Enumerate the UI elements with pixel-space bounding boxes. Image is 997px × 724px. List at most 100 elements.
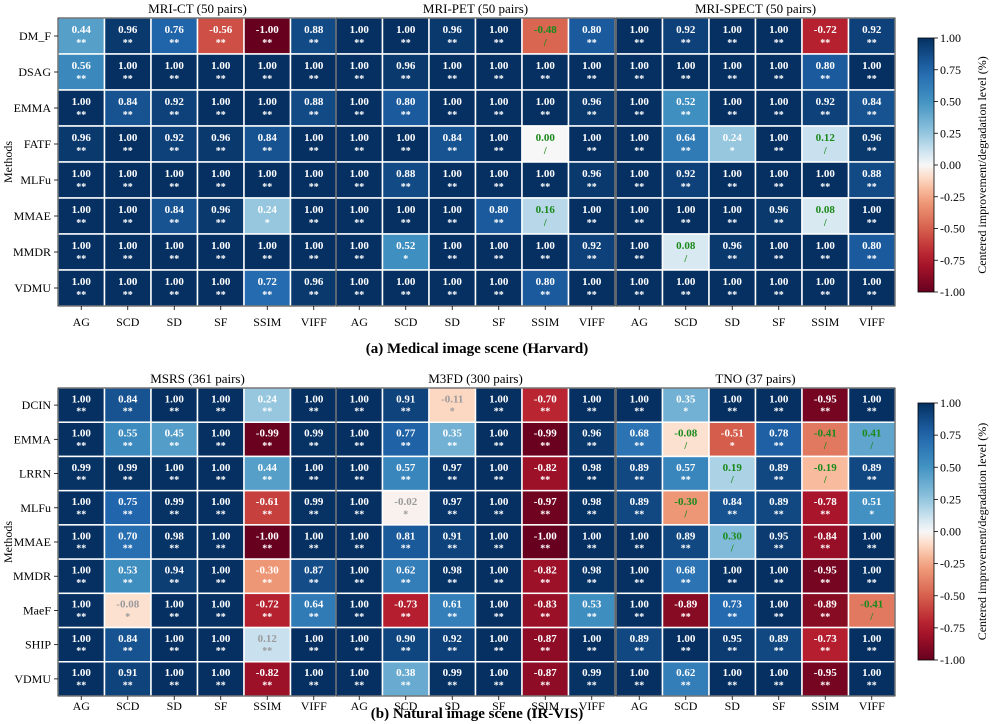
cell-value-label: 0.92 <box>165 96 185 108</box>
heatmap-cell <box>196 53 245 91</box>
heatmap-cell <box>150 161 199 199</box>
cell-value-label: 0.24 <box>723 132 743 144</box>
cell-significance-label: ** <box>401 680 411 691</box>
cell-value-label: 0.99 <box>304 428 324 440</box>
cell-significance-label: ** <box>76 646 86 657</box>
cell-significance-label: ** <box>401 407 411 418</box>
heatmap-cell <box>381 524 430 560</box>
cell-significance-label: ** <box>309 578 319 589</box>
cell-significance-label: ** <box>309 74 319 85</box>
cell-value-label: 1.00 <box>350 633 370 645</box>
cell-value-label: 1.00 <box>443 60 463 72</box>
cell-value-label: 1.00 <box>350 132 370 144</box>
cell-significance-label: ** <box>262 646 272 657</box>
heatmap-cell <box>661 125 710 163</box>
x-tick-label: VIFF <box>579 699 605 713</box>
cell-value-label: 1.00 <box>118 240 138 252</box>
cell-value-label: 1.00 <box>862 204 882 216</box>
heatmap-cell <box>754 89 803 127</box>
cell-significance-label: ** <box>262 146 272 157</box>
heatmap-cell <box>474 89 523 127</box>
cell-value-label: 0.61 <box>443 599 462 611</box>
colorbar-tick-label: -1.00 <box>940 285 965 299</box>
cell-significance-label: ** <box>169 290 179 301</box>
cell-value-label: 0.55 <box>118 428 138 440</box>
cell-significance-label: ** <box>447 146 457 157</box>
heatmap-cell <box>381 661 430 697</box>
cell-significance-label: ** <box>774 544 784 555</box>
cell-value-label: 1.00 <box>118 132 138 144</box>
cell-significance-label: ** <box>867 146 877 157</box>
heatmap-cell <box>335 524 384 560</box>
x-tick-label: SCD <box>674 699 698 713</box>
cell-significance-label: ** <box>262 290 272 301</box>
cell-significance-label: ** <box>447 38 457 49</box>
x-tick-label: SD <box>445 699 461 713</box>
x-tick-label: SF <box>492 699 506 713</box>
heatmap-cell <box>289 558 338 595</box>
cell-value-label: 0.70 <box>118 530 138 542</box>
cell-value-label: 0.72 <box>258 276 278 288</box>
cell-significance-label: ** <box>216 110 226 121</box>
cell-value-label: -0.84 <box>814 530 837 542</box>
cell-significance-label: ** <box>820 290 830 301</box>
colorbar-tick-label: 1.00 <box>940 396 961 410</box>
cell-value-label: 0.92 <box>582 240 602 252</box>
cell-significance-label: ** <box>540 680 550 691</box>
cell-value-label: 1.00 <box>165 60 185 72</box>
heatmap-cell <box>474 455 523 492</box>
cell-significance-label: / <box>683 509 687 520</box>
cell-significance-label: ** <box>540 646 550 657</box>
cell-value-label: 1.00 <box>165 240 185 252</box>
cell-value-label: 1.00 <box>350 462 370 474</box>
cell-value-label: 1.00 <box>489 96 509 108</box>
cell-significance-label: ** <box>401 612 411 623</box>
cell-value-label: 1.00 <box>630 204 650 216</box>
cell-value-label: 1.00 <box>630 60 650 72</box>
cell-value-label: 1.00 <box>489 240 509 252</box>
heatmap-cell <box>150 125 199 163</box>
cell-significance-label: / <box>869 441 873 452</box>
heatmap-cell <box>474 125 523 163</box>
heatmap-cell <box>521 558 570 595</box>
heatmap-cell <box>567 89 616 127</box>
cell-significance-label: ** <box>867 218 877 229</box>
heatmap-cell <box>661 197 710 235</box>
cell-value-label: 1.00 <box>211 496 231 508</box>
cell-value-label: 0.92 <box>676 24 696 36</box>
cell-value-label: 1.00 <box>72 530 92 542</box>
cell-value-label: -0.89 <box>674 599 697 611</box>
cell-significance-label: ** <box>401 218 411 229</box>
cell-value-label: 1.00 <box>211 599 231 611</box>
panel-title: MRI-SPECT (50 pairs) <box>695 1 816 16</box>
cell-value-label: 1.00 <box>676 276 696 288</box>
cell-value-label: 1.00 <box>769 564 789 576</box>
cell-significance-label: ** <box>354 254 364 265</box>
heatmap-cell <box>847 269 896 307</box>
heatmap-cell <box>521 161 570 199</box>
heatmap-panel: MRI-CT (50 pairs) 0.44 ** 0.96 ** 0.76 ** -0.56… <box>13 1 338 329</box>
cell-significance-label: ** <box>587 441 597 452</box>
cell-significance-label: ** <box>401 646 411 657</box>
heatmap-cell <box>381 626 430 663</box>
cell-value-label: 0.96 <box>396 60 416 72</box>
heatmap-cell <box>289 524 338 560</box>
cell-significance-label: ** <box>540 290 550 301</box>
cell-value-label: 1.00 <box>723 276 743 288</box>
heatmap-cell <box>289 197 338 235</box>
cell-significance-label: ** <box>169 680 179 691</box>
cell-value-label: 1.00 <box>211 168 231 180</box>
cell-significance-label: ** <box>681 38 691 49</box>
cell-value-label: 0.75 <box>118 496 138 508</box>
cell-significance-label: ** <box>401 74 411 85</box>
cell-significance-label: ** <box>401 475 411 486</box>
cell-value-label: 0.41 <box>862 428 881 440</box>
cell-value-label: -0.70 <box>534 393 557 405</box>
cell-significance-label: * <box>730 441 735 452</box>
heatmap-cell <box>474 489 523 526</box>
heatmap-cell <box>661 558 710 595</box>
cell-value-label: 1.00 <box>443 96 463 108</box>
cell-value-label: 1.00 <box>630 240 650 252</box>
x-tick-label: VIFF <box>579 315 605 329</box>
